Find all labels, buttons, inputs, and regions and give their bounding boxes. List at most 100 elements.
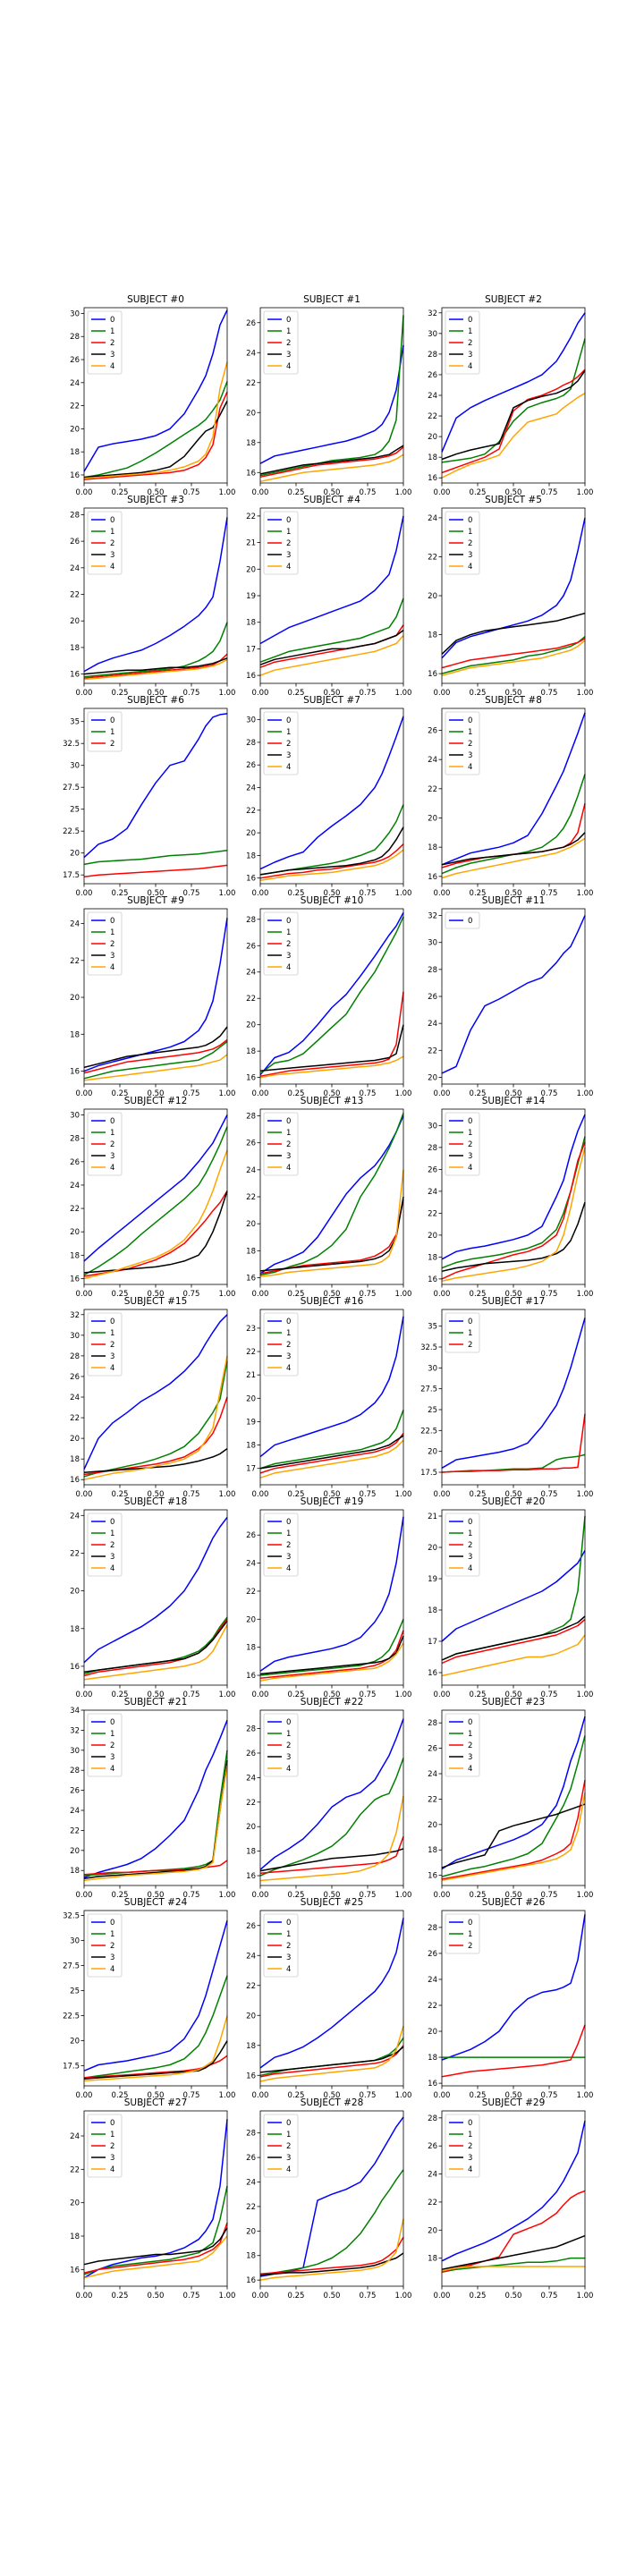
x-tick-label: 0.75	[183, 2292, 200, 2301]
series-group	[259, 912, 404, 1079]
x-tick-label: 0.50	[148, 689, 165, 698]
x-tick-label: 0.75	[360, 2292, 377, 2301]
series-group	[259, 2116, 404, 2281]
y-tick-label: 20	[246, 1394, 256, 1403]
y-tick-label: 17.5	[63, 2063, 80, 2072]
subplot-title: SUBJECT #4	[303, 495, 360, 505]
x-tick-label: 0.00	[434, 1490, 451, 1499]
series-group	[259, 515, 404, 676]
legend-label: 3	[468, 1753, 472, 1762]
subplot-title: SUBJECT #2	[485, 294, 542, 305]
legend-label: 2	[468, 1541, 472, 1550]
x-tick-label: 0.75	[183, 2091, 200, 2100]
series-line-0	[259, 716, 404, 870]
series-line-1	[83, 1975, 228, 2079]
x-tick-label: 0.25	[470, 689, 487, 698]
y-tick-label: 24	[428, 514, 437, 523]
x-tick-label: 0.75	[541, 1690, 558, 1699]
legend-label: 4	[110, 1765, 114, 1774]
x-tick-label: 0.50	[148, 1089, 165, 1098]
x-tick-label: 1.00	[219, 1891, 236, 1900]
series-line-4	[441, 1634, 586, 1677]
legend: 0 1 2	[445, 1312, 480, 1353]
legend-label: 3	[110, 1753, 114, 1762]
series-line-3	[83, 1759, 228, 1879]
y-tick-label: 28	[70, 1767, 80, 1775]
legend-label: 4	[468, 763, 472, 772]
series-line-4	[441, 837, 586, 879]
legend-label: 0	[286, 1117, 291, 1126]
subplot-subject-8: SUBJECT #80.00 0.25 0.50 0.75 1.001618202224…	[428, 695, 593, 898]
series-line-2	[259, 1433, 404, 1474]
series-group	[441, 712, 586, 879]
legend-label: 0	[468, 917, 472, 926]
legend-label: 1	[286, 728, 291, 737]
y-tick-label: 24	[246, 784, 256, 793]
legend-label: 1	[468, 1129, 472, 1138]
series-line-3	[259, 826, 404, 876]
subplot-subject-29: SUBJECT #290.00 0.25 0.50 0.75 1.00182022242…	[428, 2097, 593, 2301]
y-tick-label: 24	[70, 1394, 80, 1402]
x-tick-label: 0.75	[541, 2091, 558, 2100]
x-tick-label: 0.50	[148, 1290, 165, 1299]
x-tick-label: 0.25	[470, 2091, 487, 2100]
legend-label: 1	[468, 1530, 472, 1538]
x-tick-label: 0.00	[434, 2292, 451, 2301]
y-tick-label: 16	[246, 672, 256, 681]
legend-label: 4	[468, 362, 472, 371]
y-tick-label: 16	[70, 1275, 80, 1284]
x-tick-label: 1.00	[395, 1089, 412, 1098]
y-tick-label: 19	[246, 1418, 256, 1427]
y-tick-label: 16	[246, 1672, 256, 1681]
subplot-title: SUBJECT #11	[482, 895, 546, 906]
x-tick-label: 0.75	[183, 1089, 200, 1098]
legend-label: 3	[110, 952, 114, 961]
y-tick-label: 30	[70, 1332, 80, 1341]
x-tick-label: 0.25	[112, 2091, 129, 2100]
series-line-1	[259, 1619, 404, 1676]
y-tick-label: 16	[246, 1074, 256, 1083]
series-group	[83, 2119, 228, 2279]
x-tick-label: 1.00	[395, 1490, 412, 1499]
y-tick-label: 22	[428, 1795, 437, 1804]
legend-label: 4	[468, 1564, 472, 1573]
legend-label: 2	[468, 1942, 472, 1951]
x-tick-label: 0.50	[324, 1891, 341, 1900]
legend-label: 4	[286, 563, 291, 572]
legend-label: 3	[468, 1152, 472, 1161]
series-line-2	[83, 2222, 228, 2274]
legend-label: 2	[110, 1541, 114, 1550]
x-tick-label: 0.50	[148, 889, 165, 898]
series-line-0	[259, 1718, 404, 1870]
subplot-subject-19: SUBJECT #190.00 0.25 0.50 0.75 1.00161820222…	[246, 1496, 411, 1699]
subplot-subject-15: SUBJECT #150.00 0.25 0.50 0.75 1.00161820222…	[70, 1296, 235, 1499]
subplot-title: SUBJECT #3	[127, 495, 184, 505]
series-line-3	[259, 1635, 404, 1675]
y-tick-label: 28	[246, 2130, 256, 2139]
y-tick-label: 18	[246, 619, 256, 628]
y-tick-label: 22	[428, 785, 437, 794]
y-tick-label: 20	[428, 433, 437, 442]
y-tick-label: 28	[428, 966, 437, 975]
x-tick-label: 0.25	[470, 488, 487, 497]
y-tick-label: 24	[70, 1807, 80, 1816]
x-tick-label: 0.75	[183, 889, 200, 898]
y-tick-label: 30	[70, 309, 80, 318]
subplot-title: SUBJECT #8	[485, 695, 542, 706]
y-tick-label: 24	[70, 920, 80, 929]
x-tick-label: 1.00	[577, 2091, 594, 2100]
legend-label: 3	[286, 1953, 291, 1962]
x-tick-label: 0.75	[541, 2292, 558, 2301]
x-tick-label: 0.00	[252, 1290, 269, 1299]
y-tick-label: 35	[70, 718, 80, 727]
series-line-0	[441, 312, 586, 453]
series-line-2	[83, 864, 228, 877]
y-tick-label: 18	[428, 631, 437, 640]
x-tick-label: 0.50	[324, 1089, 341, 1098]
legend-label: 3	[110, 2154, 114, 2163]
series-line-0	[259, 515, 404, 645]
series-line-2	[259, 843, 404, 879]
legend-label: 4	[110, 963, 114, 972]
x-tick-label: 0.50	[324, 488, 341, 497]
legend-label: 0	[286, 2119, 291, 2128]
